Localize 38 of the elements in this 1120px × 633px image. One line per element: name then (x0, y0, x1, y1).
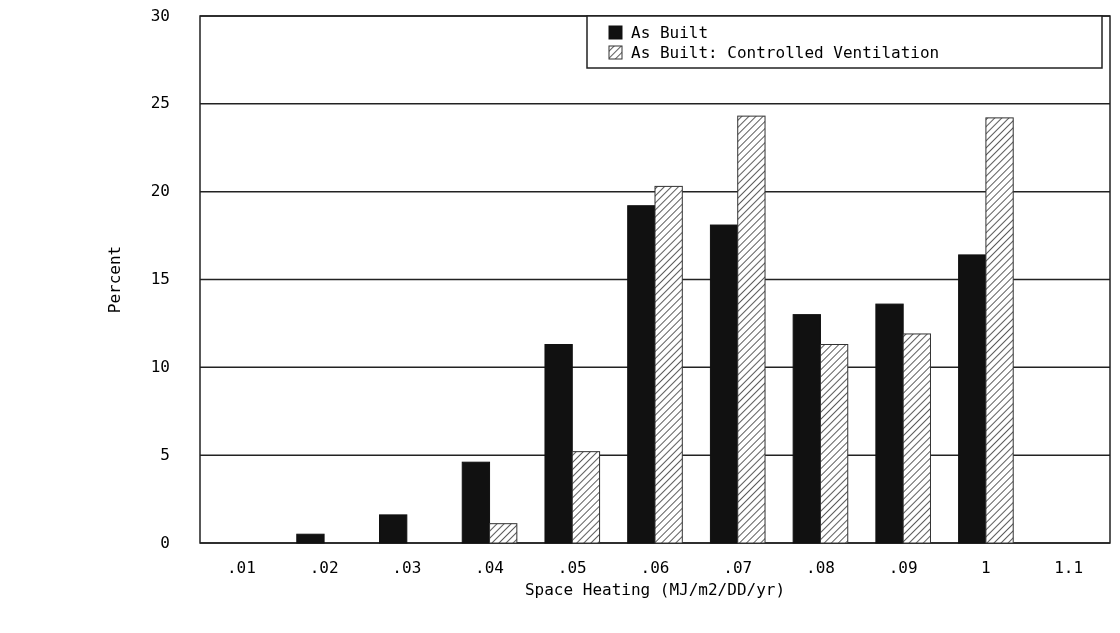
x-tick-label: .05 (557, 558, 587, 577)
x-tick-label: .07 (723, 558, 753, 577)
x-axis-title: Space Heating (MJ/m2/DD/yr) (524, 580, 786, 599)
y-tick-label: 0 (160, 532, 170, 552)
bar (875, 303, 904, 544)
bar (571, 451, 601, 544)
bar (819, 344, 849, 544)
x-tick-label: .04 (475, 558, 504, 577)
bar (792, 314, 821, 544)
y-tick-label: 5 (160, 444, 170, 464)
legend-label: As Built (631, 22, 709, 42)
bar (985, 117, 1014, 544)
bar (654, 185, 683, 544)
bar (737, 115, 766, 544)
x-tick-label: .02 (309, 558, 339, 577)
y-tick-label: 10 (150, 356, 170, 376)
bar (709, 224, 739, 544)
y-tick-label: 25 (150, 93, 170, 113)
y-tick-label: 30 (150, 5, 170, 25)
bar (902, 333, 931, 544)
bar (461, 461, 491, 544)
x-tick-label: .06 (640, 558, 670, 577)
y-axis-title: Percent (105, 245, 124, 314)
bar (489, 523, 518, 544)
y-tick-label: 20 (150, 181, 170, 201)
bar (958, 254, 987, 544)
bar (379, 514, 408, 544)
x-tick-label: 1.1 (1054, 558, 1084, 577)
x-tick-label: .08 (806, 558, 835, 577)
bar (296, 533, 325, 544)
x-tick-label: 1 (981, 558, 991, 577)
x-tick-label: .09 (888, 558, 918, 577)
bar (544, 344, 573, 544)
y-tick-label: 15 (150, 269, 170, 288)
legend-label: As Built: Controlled Ventilation (631, 42, 940, 62)
x-tick-label: .03 (392, 558, 422, 577)
bar (627, 205, 656, 544)
x-tick-label: .01 (226, 558, 256, 577)
